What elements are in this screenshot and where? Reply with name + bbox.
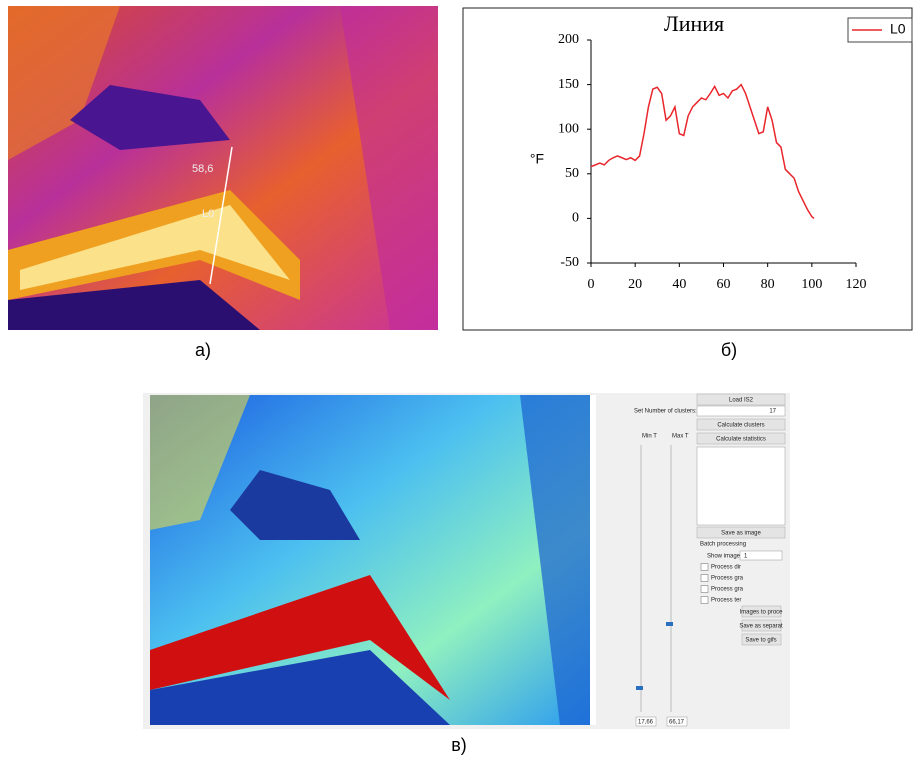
x-tick-label: 80 — [761, 277, 775, 292]
label: Max T — [672, 434, 689, 440]
thermal-image: 58,6 L0 — [8, 6, 438, 330]
caption: а) — [195, 340, 211, 360]
caption: б) — [721, 340, 737, 360]
y-tick-label: 200 — [558, 32, 579, 47]
slider-thumb[interactable] — [666, 622, 673, 626]
spin-value: 17 — [769, 409, 776, 415]
chart-frame — [462, 7, 913, 331]
spinbox[interactable] — [739, 550, 783, 561]
spin-value: 1 — [744, 554, 748, 560]
y-tick-label: 150 — [558, 77, 579, 92]
x-tick-label: 100 — [801, 277, 822, 292]
checkbox-label: Process dir — [711, 565, 741, 571]
caption: в) — [451, 735, 467, 755]
y-tick-label: 100 — [558, 121, 579, 136]
plot: -50 0 50 100 150 200 0 20 40 60 80 100 120 L0 — [558, 17, 913, 292]
line-label: L0 — [202, 208, 214, 220]
label: Batch processing — [700, 542, 746, 548]
button-bg[interactable] — [741, 633, 782, 646]
checkbox[interactable] — [700, 596, 709, 604]
temp-label: 58,6 — [192, 163, 213, 175]
checkbox-label: Process gra — [711, 587, 744, 593]
slider-thumb[interactable] — [636, 686, 643, 690]
x-tick-label: 20 — [628, 277, 642, 292]
chart-title: Линия — [664, 11, 724, 36]
x-tick-label: 40 — [672, 277, 686, 292]
spinbox[interactable] — [696, 405, 786, 417]
button-bg[interactable] — [741, 619, 782, 632]
button-label[interactable]: Images to proce — [739, 610, 783, 616]
checkbox[interactable] — [700, 574, 709, 582]
min-value: 17,66 — [638, 720, 654, 726]
label: Min T — [642, 434, 657, 440]
button-label[interactable]: Save as separat — [739, 624, 783, 630]
max-value: 66,17 — [669, 720, 685, 726]
button[interactable]: Load IS2 — [729, 398, 754, 404]
y-axis-label: °F — [530, 151, 544, 167]
label: Show image: — [707, 554, 742, 560]
button-label[interactable]: Save to gifs — [745, 638, 776, 644]
button-bg[interactable] — [741, 605, 782, 618]
x-tick-label: 120 — [846, 277, 867, 292]
y-tick-label: -50 — [560, 255, 579, 270]
checkbox[interactable] — [700, 585, 709, 593]
y-tick-label: 50 — [565, 166, 579, 181]
x-tick-label: 60 — [717, 277, 731, 292]
label: Set Number of clusters: — [634, 409, 697, 415]
button[interactable]: Save as image — [721, 531, 761, 537]
list-box[interactable] — [696, 446, 786, 526]
data-line — [590, 83, 815, 219]
checkbox-label: Process ter — [711, 598, 741, 604]
checkbox-label: Process gra — [711, 576, 744, 582]
button[interactable]: Calculate clusters — [717, 423, 764, 429]
app-screenshot: Load IS2 Set Number of clusters: 17 Calc… — [143, 393, 790, 729]
button[interactable]: Calculate statistics — [716, 437, 766, 443]
legend-label: L0 — [890, 21, 906, 37]
y-tick-label: 0 — [572, 211, 579, 226]
checkbox[interactable] — [700, 563, 709, 571]
x-tick-label: 0 — [588, 277, 595, 292]
